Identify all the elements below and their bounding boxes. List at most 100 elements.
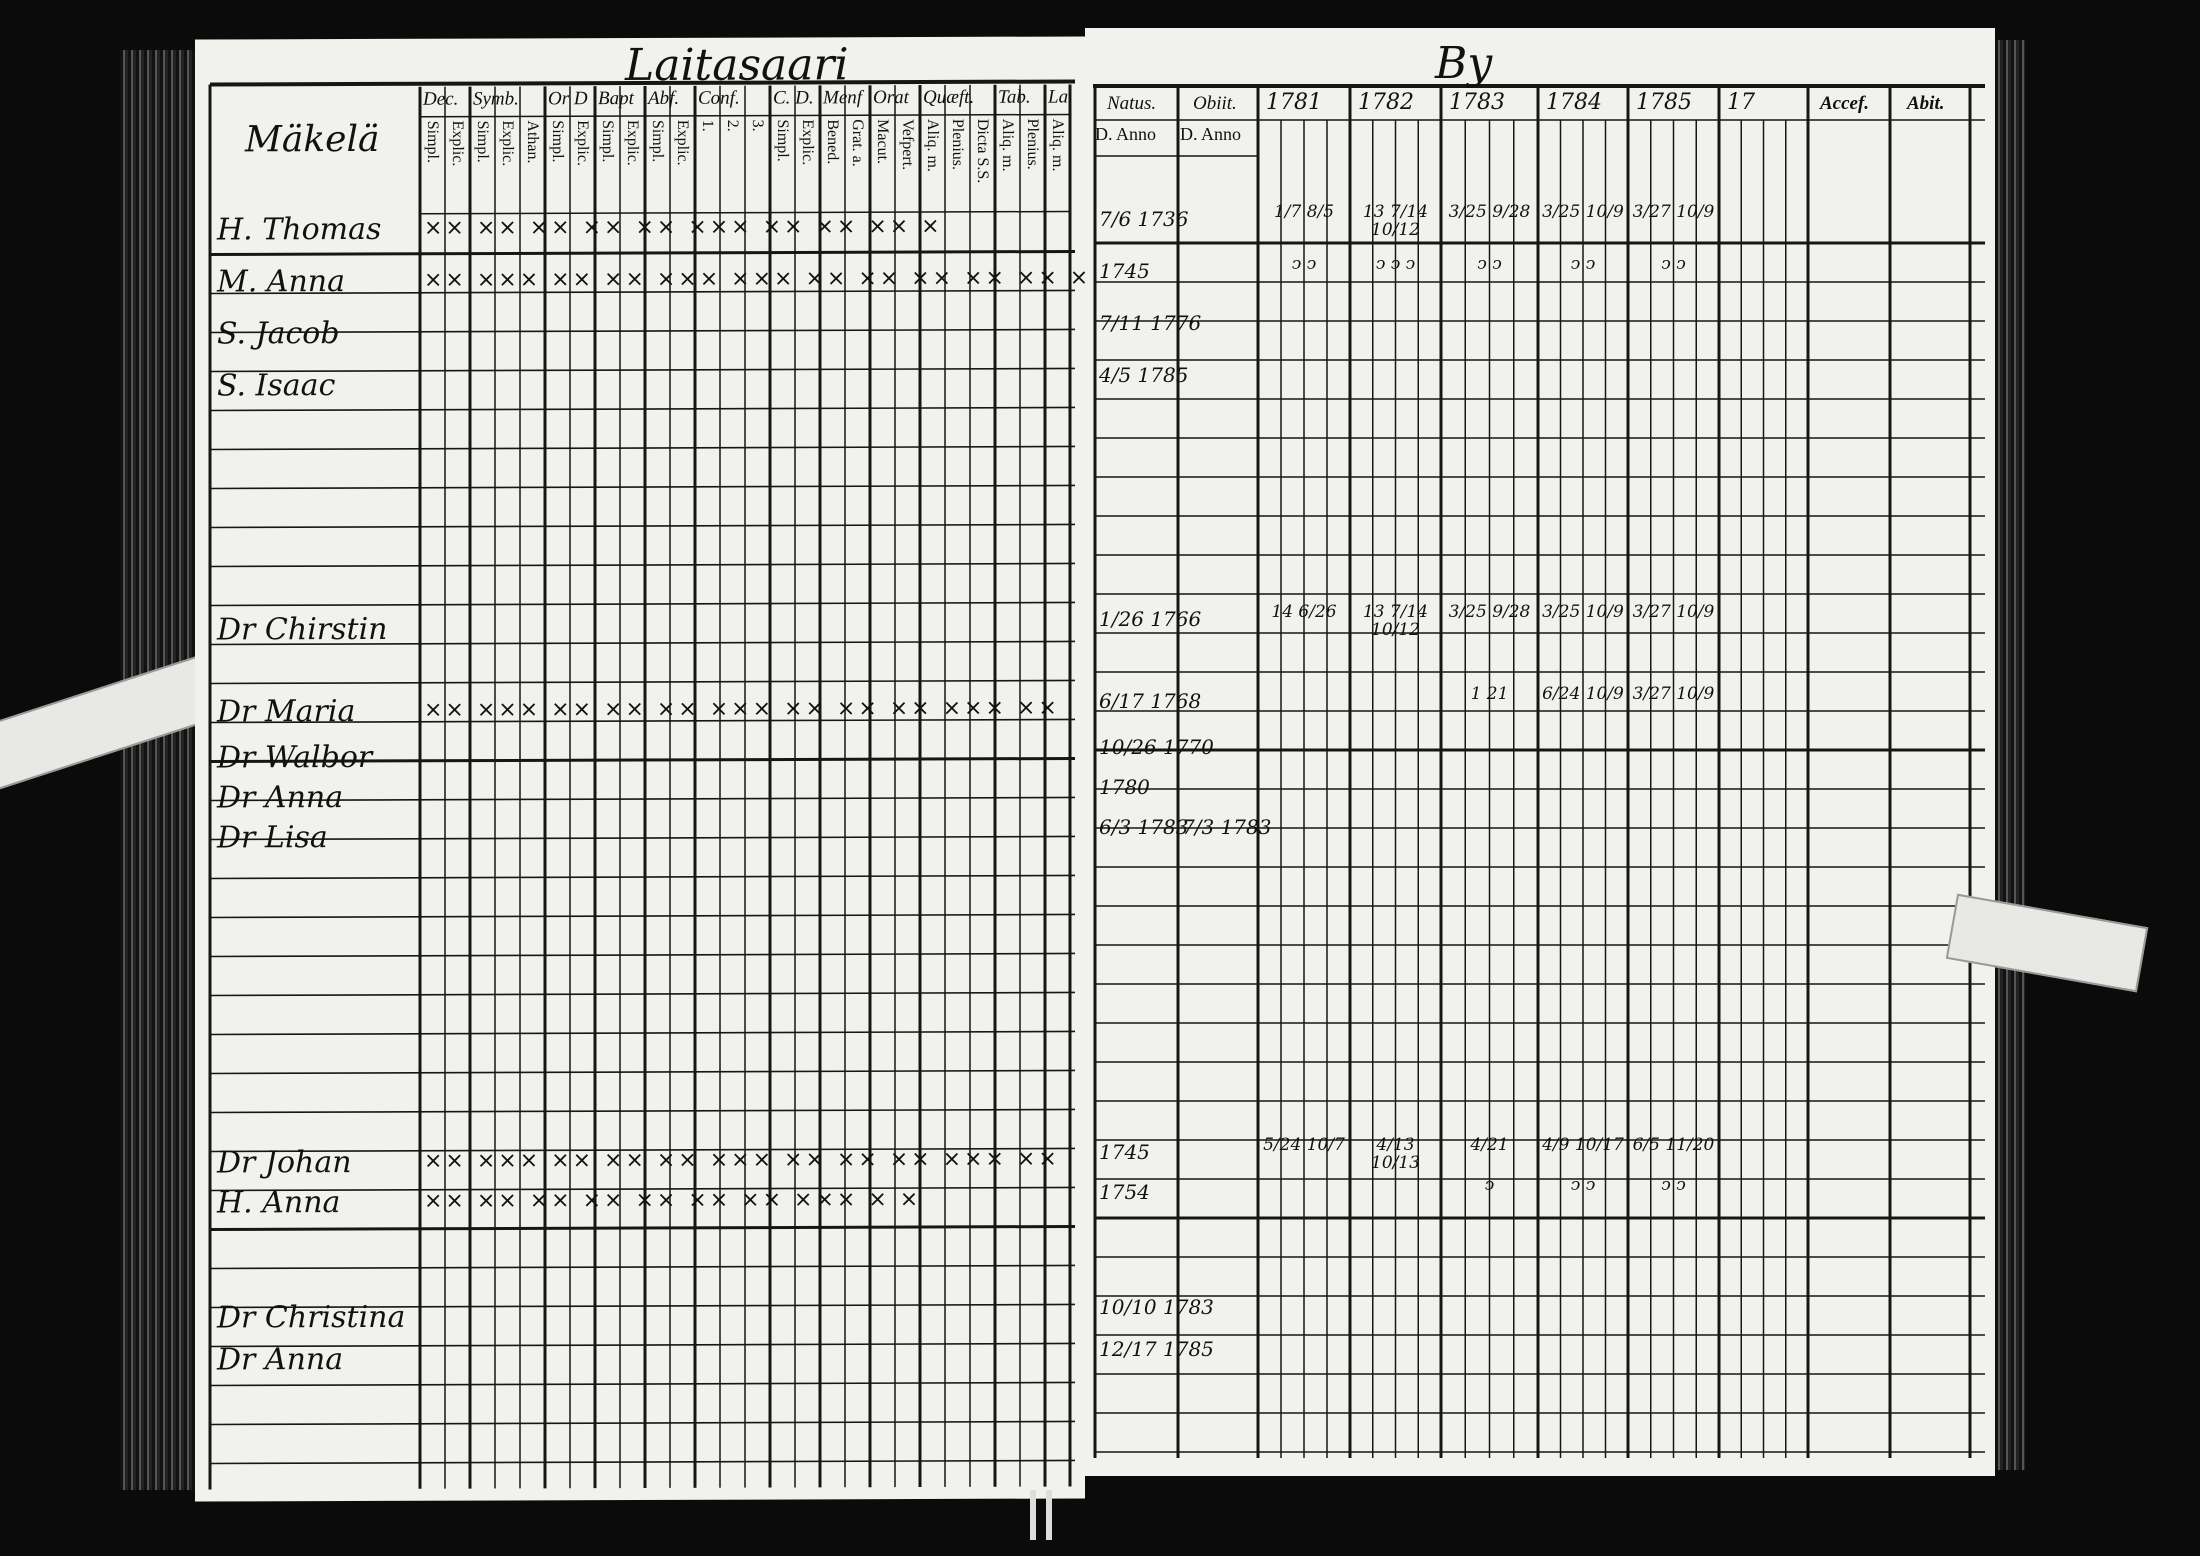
row-rule [210,1108,1075,1114]
header-bottom-rule [420,210,1070,215]
row-rule [210,484,1075,490]
exam-date-mark: 4/21 [1470,1135,1509,1155]
column-sub-header: Simpl. [774,119,791,162]
column-sub-header: Aliq. m. [924,118,941,172]
exam-date-mark: ↄ [1484,1175,1495,1195]
left-page: Laitasaari Mäkelä Dec. Symb. Or D Bapt Abf. C… [195,36,1091,1502]
exam-date-mark: 3/25 10/9 [1542,602,1624,622]
catechism-marks: ×× ×× ×× ×× ×× ××× ×× ×× ×× × [424,213,943,241]
row-rule [210,601,1075,607]
row-rule [210,991,1075,997]
column-sub-header: Macut. [874,119,891,165]
person-name: Dr Johan [217,1145,352,1181]
exam-date-mark: ↄ ↄ [1570,1175,1596,1195]
obiit-sub-header: D. Anno [1180,124,1242,144]
row-rule [210,1186,1075,1192]
catechism-marks: ×× ××× ×× ×× ××× ××× ×× ×× ×× ×× ×× × [424,265,1092,293]
person-name: H. Anna [217,1185,341,1221]
person-name: Dr Maria [217,693,356,730]
column-sub-header: Plenius. [1024,118,1041,170]
row-rule [210,1420,1075,1426]
birth-date: 10/26 1770 [1099,735,1214,759]
birth-date: 1745 [1099,259,1150,283]
column-sub-header: Explic. [799,119,816,166]
row-rule [210,756,1075,764]
column-group-header: Or D [548,88,588,110]
birth-date: 1754 [1099,1180,1150,1204]
column-sub-header: Explic. [499,120,516,167]
natus-header: Natus. [1107,93,1157,114]
death-date: 7/3 1783 [1182,815,1272,839]
person-name: Dr Chirstin [217,611,388,648]
birth-date: 12/17 1785 [1099,1337,1214,1361]
exam-date-mark: 1/7 8/5 [1273,202,1335,222]
exam-date-mark: 4/13 10/13 [1371,1135,1420,1173]
obiit-header: Obiit. [1193,93,1237,114]
column-group-header: Conf. [698,87,740,109]
catechism-marks: ×× ××× ×× ×× ×× ××× ×× ×× ×× ××× ×× [424,1146,1060,1174]
column-sub-header: Simpl. [549,120,566,163]
year-header: 17 [1727,90,1755,115]
person-name: S. Isaac [217,368,336,404]
year-header: 1785 [1636,90,1692,115]
person-name: Dr Christina [217,1299,406,1336]
birth-date: 7/11 1776 [1099,311,1202,335]
column-sub-header: Athan. [524,120,541,164]
column-sub-header: 3. [749,119,766,132]
row-rule [210,796,1075,802]
row-rule [210,952,1075,958]
column-sub-header: Explic. [624,119,641,166]
person-name: H. Thomas [217,211,382,248]
exam-date-mark: 6/24 10/9 [1542,684,1624,704]
year-header: 1781 [1266,90,1322,115]
person-name: Dr Anna [217,1342,344,1378]
person-name: Dr Lisa [217,820,328,856]
birth-date: 10/10 1783 [1099,1295,1214,1319]
exam-date-mark: 1 21 [1470,684,1509,704]
column-sub-header: Simpl. [649,119,666,163]
row-rule [210,835,1075,841]
exam-date-mark: 3/25 9/28 [1448,602,1531,622]
birth-date: 1780 [1099,775,1150,799]
right-ruled-grid [1093,84,1985,1458]
row-rule [210,1381,1075,1387]
row-rule [210,640,1075,646]
exam-date-mark: 3/25 10/9 [1542,202,1624,222]
column-group-header: Symb. [473,88,519,110]
column-sub-header: Dicta S.S. [974,118,991,184]
column-group-header: La. [1048,86,1073,108]
row-rule [210,1303,1075,1309]
left-ruled-grid [208,79,1075,1490]
gutter-mark [1046,1490,1052,1540]
row-rule [210,406,1075,412]
person-name: Dr Walbor [217,739,373,776]
row-rule [210,1342,1075,1348]
column-group-header: Dec. [423,88,459,110]
column-group-header: C. D. [773,87,814,109]
header-rule [420,113,1070,118]
row-rule [210,679,1075,685]
column-sub-header: Aliq. m. [1049,118,1066,172]
right-page-title: By [1435,38,1493,89]
gutter-mark [1030,1490,1036,1540]
row-rule [210,328,1075,334]
exam-date-mark: 6/5 11/20 [1632,1135,1715,1155]
row-rule [210,1459,1075,1465]
exam-date-mark: 14 6/26 [1271,602,1337,622]
exam-date-mark: ↄ ↄ [1570,254,1596,274]
column-sub-header: Vefpert. [899,119,916,171]
row-rule [210,562,1075,568]
column-sub-header: 2. [724,119,741,132]
village-title: Laitasaari [625,39,849,92]
exam-date-mark: ↄ ↄ [1661,254,1686,274]
top-rule [210,79,1075,87]
row-rule [210,249,1075,257]
column-sub-header: Plenius. [949,118,966,171]
exam-date-mark: 5/24 10/7 [1263,1135,1345,1155]
column-sub-header: Grat. a. [849,119,866,167]
person-name: Dr Anna [217,780,344,816]
natus-sub-header: D. Anno [1095,124,1157,144]
exam-date-mark: ↄ ↄ [1661,1175,1686,1195]
farm-name: Mäkelä [245,118,380,161]
